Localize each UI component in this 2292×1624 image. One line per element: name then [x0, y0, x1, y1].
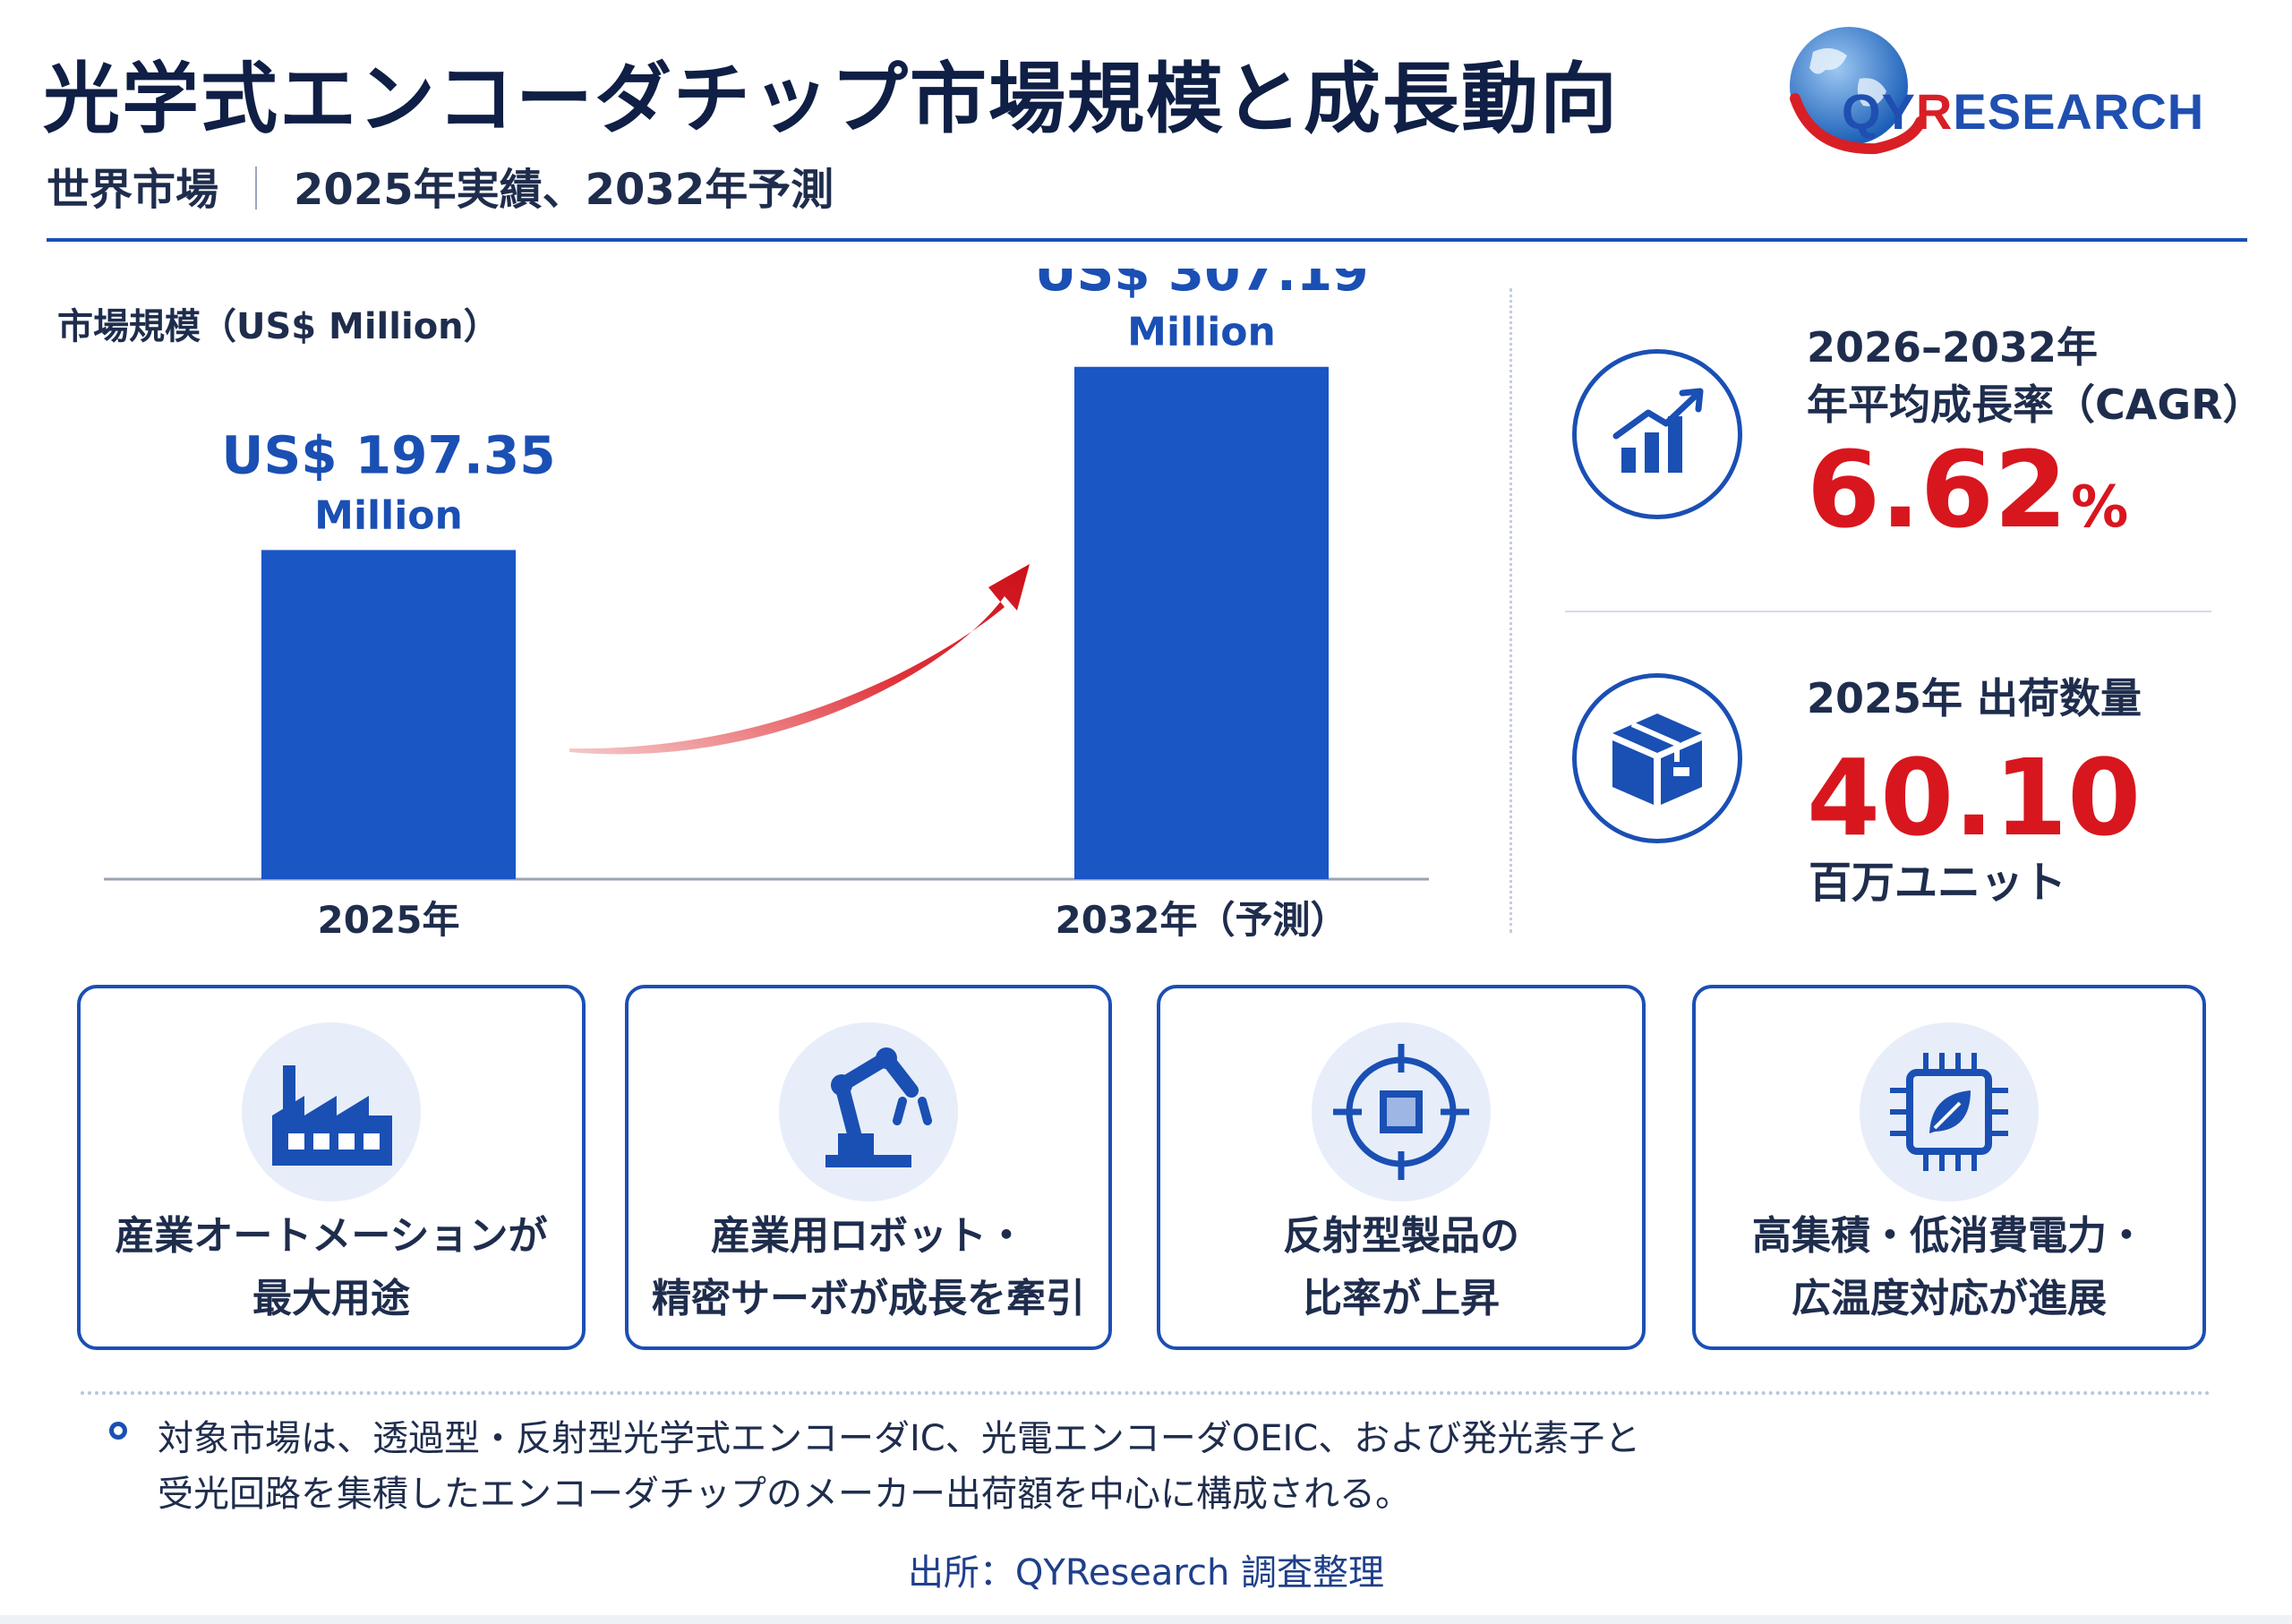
factory-icon: [272, 1065, 392, 1166]
qyresearch-logo: QYRESEARCH: [1777, 16, 2203, 168]
growth-chart-icon: [1572, 349, 1742, 519]
bar-1: [1074, 366, 1329, 879]
shipments-value: 40.10: [1807, 736, 2142, 859]
card-line1: 産業オートメーションが: [115, 1213, 548, 1259]
bar-unit-label-1: Million: [1127, 310, 1276, 355]
stats-divider: [1565, 611, 2211, 612]
section-divider: [1509, 288, 1512, 933]
cagr-number: 6.62: [1807, 428, 2068, 551]
card-line1: 産業用ロボット・: [711, 1213, 1026, 1259]
card-line2: 広温度対応が進展: [1792, 1276, 2107, 1321]
cagr-unit: %: [2071, 474, 2129, 541]
subtitle-scope: 世界市場: [47, 165, 219, 215]
globe-icon: [1790, 27, 1926, 155]
card-line1: 高集積・低消費電力・: [1752, 1213, 2146, 1259]
bar-value-label-0: US$ 197.35: [221, 424, 555, 485]
subtitle-separator: ｜: [235, 165, 278, 215]
bar-0: [261, 550, 516, 879]
card-line2: 最大用途: [252, 1276, 410, 1321]
cagr-value: 6.62%: [1807, 437, 2128, 543]
highlight-card-integration: 高集積・低消費電力・ 広温度対応が進展: [1692, 985, 2206, 1350]
card-line2: 精密サーボが成長を牽引: [652, 1276, 1085, 1321]
chart-title: 市場規模（US$ Million）: [57, 306, 500, 347]
highlight-card-reflective: 反射型製品の 比率が上昇: [1157, 985, 1646, 1350]
subtitle-period: 2025年実績、2032年予測: [294, 165, 834, 215]
shipments-unit: 百万ユニット: [1809, 858, 2067, 908]
cagr-period-label: 2026–2032年: [1807, 323, 2099, 372]
bar-unit-label-0: Million: [314, 492, 463, 538]
source-credit: 出所：QYResearch 調査整理: [907, 1552, 1385, 1594]
bullet-icon: [109, 1422, 127, 1440]
notes-divider: [81, 1391, 2211, 1395]
card-line1: 反射型製品の: [1283, 1213, 1519, 1259]
x-tick-label-1: 2032年（予測）: [1056, 898, 1348, 942]
eco-chip-icon: [1890, 1053, 2008, 1171]
package-box-icon: [1572, 673, 1742, 843]
note-text-line2: 受光回路を集積したエンコーダチップのメーカー出荷額を中心に構成される。: [158, 1474, 1411, 1515]
note-text-line1: 対象市場は、透過型・反射型光学式エンコーダIC、光電エンコーダOEIC、および発…: [158, 1418, 1641, 1459]
highlight-card-robotics: 産業用ロボット・精密サーボが成長を牽引: [625, 985, 1112, 1350]
bar-value-label-1: US$ 307.19: [1034, 269, 1368, 303]
card-line2: 比率が上昇: [1303, 1276, 1500, 1321]
growth-arrow-icon: [569, 564, 1030, 755]
cagr-label: 年平均成長率（CAGR）: [1807, 380, 2264, 429]
header-divider: [47, 238, 2247, 242]
x-tick-label-0: 2025年: [318, 898, 460, 942]
market-size-chart: 市場規模（US$ Million） US$ 197.35 Million 2025年…: [57, 269, 1429, 942]
page-title: 光学式エンコーダチップ市場規模と成長動向: [43, 55, 1619, 144]
logo-wordmark: QYRESEARCH: [1842, 83, 2205, 140]
target-chip-icon: [1333, 1044, 1469, 1180]
highlight-card-automation: 産業オートメーションが 最大用途: [77, 985, 586, 1350]
robot-arm-icon: [825, 1047, 932, 1167]
footer-strip: [0, 1615, 2292, 1624]
shipments-label: 2025年 出荷数量: [1807, 674, 2142, 722]
page-subtitle: 世界市場 ｜ 2025年実績、2032年予測: [47, 154, 834, 217]
